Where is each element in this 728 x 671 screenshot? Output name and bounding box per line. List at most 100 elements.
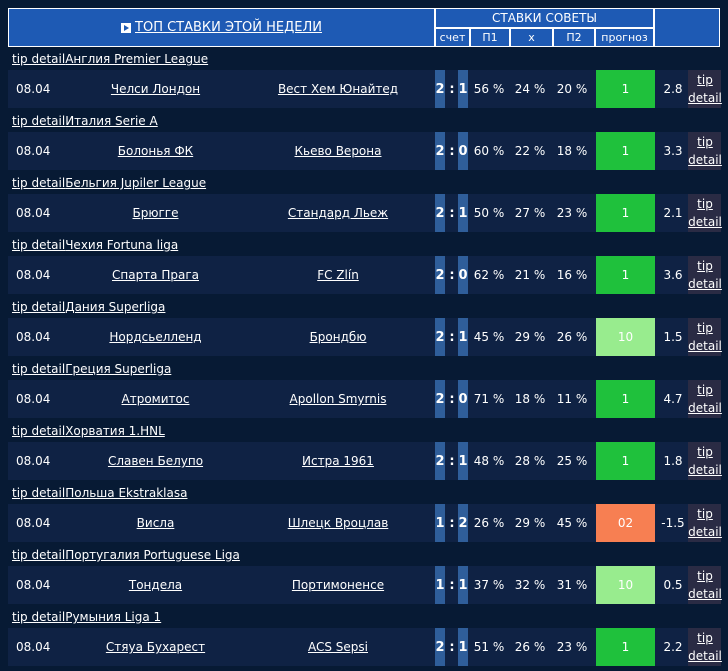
away-team-link[interactable]: ACS Sepsi <box>307 640 368 654</box>
forecast-header: прогноз <box>595 28 654 47</box>
top-bets-title: ТОП СТАВКИ ЭТОЙ НЕДЕЛИ <box>135 20 322 35</box>
tip-detail-link-word2[interactable]: detail <box>688 525 722 539</box>
home-team-link[interactable]: Спарта Прага <box>111 268 199 282</box>
match-row: 08.04 Болонья ФК Кьево Верона 2:0 60 % 22 % 18… <box>8 132 722 170</box>
home-team-link[interactable]: Тондела <box>128 578 183 592</box>
tip-detail-link-word1[interactable]: tip <box>697 73 713 87</box>
home-score: 2 <box>435 628 445 666</box>
league-tip-detail-link[interactable]: tip detail <box>12 486 66 500</box>
away-team-link[interactable]: Apollon Smyrnis <box>289 392 387 406</box>
match-date: 08.04 <box>16 392 51 406</box>
odds-value: 2.2 <box>663 640 683 654</box>
top-bets-link[interactable]: ТОП СТАВКИ ЭТОЙ НЕДЕЛИ <box>121 20 322 35</box>
away-team-link[interactable]: Шлецк Вроцлав <box>287 516 389 530</box>
p1-probability: 71 % <box>473 392 505 406</box>
p2-probability: 25 % <box>556 454 588 468</box>
tip-detail-link-word2[interactable]: detail <box>688 215 722 229</box>
away-score: 2 <box>458 504 468 542</box>
away-team-link[interactable]: Брондбю <box>309 330 367 344</box>
league-header: tip detailХорватия 1.HNL <box>8 421 720 441</box>
score-separator: : <box>449 329 455 345</box>
tip-detail-link-word1[interactable]: tip <box>697 135 713 149</box>
p1-probability: 37 % <box>473 578 505 592</box>
match-date: 08.04 <box>16 640 51 654</box>
league-tip-detail-link[interactable]: tip detail <box>12 52 66 66</box>
league-tip-detail-link[interactable]: tip detail <box>12 176 66 190</box>
score-separator: : <box>449 453 455 469</box>
match-date: 08.04 <box>16 268 51 282</box>
home-score: 2 <box>435 318 445 356</box>
away-team-link[interactable]: Кьево Верона <box>294 144 382 158</box>
p2-probability: 45 % <box>556 516 588 530</box>
match-row: 08.04 Тондела Портимоненсе 1:1 37 % 32 % 31 % 1… <box>8 566 722 604</box>
match-row: 08.04 Челси Лондон Вест Хем Юнайтед 2:1 56 %… <box>8 70 722 108</box>
tip-detail-cell: tip detail <box>688 318 722 356</box>
away-score: 0 <box>458 380 468 418</box>
p1-probability: 60 % <box>473 144 505 158</box>
tip-detail-link-word2[interactable]: detail <box>688 401 722 415</box>
table-header: ТОП СТАВКИ ЭТОЙ НЕДЕЛИ СТАВКИ СОВЕТЫ сче… <box>0 0 728 47</box>
draw-probability: 32 % <box>514 578 546 592</box>
away-team-link[interactable]: FC Zlín <box>317 268 359 282</box>
away-team-link[interactable]: Вест Хем Юнайтед <box>277 82 399 96</box>
tip-detail-cell: tip detail <box>688 70 722 108</box>
p2-probability: 11 % <box>556 392 588 406</box>
league-name: Греция Superliga <box>65 362 172 376</box>
home-score: 2 <box>435 256 445 294</box>
home-score: 2 <box>435 132 445 170</box>
league-header: tip detailБельгия Jupiler League <box>8 173 720 193</box>
tip-detail-link-word2[interactable]: detail <box>688 91 722 105</box>
p1-probability: 45 % <box>473 330 505 344</box>
tip-detail-link-word2[interactable]: detail <box>688 587 722 601</box>
tip-detail-link-word1[interactable]: tip <box>697 569 713 583</box>
away-team-link[interactable]: Истра 1961 <box>302 454 374 468</box>
league-tip-detail-link[interactable]: tip detail <box>12 424 66 438</box>
odds-value: 1.8 <box>663 454 683 468</box>
odds-value: 2.1 <box>663 206 683 220</box>
home-team-link[interactable]: Челси Лондон <box>110 82 201 96</box>
tip-detail-link-word2[interactable]: detail <box>688 277 722 291</box>
league-tip-detail-link[interactable]: tip detail <box>12 114 66 128</box>
draw-probability: 29 % <box>514 330 546 344</box>
tip-detail-link-word2[interactable]: detail <box>688 339 722 353</box>
league-name: Бельгия Jupiler League <box>65 176 207 190</box>
home-team-link[interactable]: Стяуа Бухарест <box>105 640 206 654</box>
p2-probability: 31 % <box>556 578 588 592</box>
play-icon <box>121 22 132 33</box>
tip-detail-link-word1[interactable]: tip <box>697 445 713 459</box>
home-team-link[interactable]: Болонья ФК <box>117 144 194 158</box>
tip-detail-link-word1[interactable]: tip <box>697 259 713 273</box>
forecast-badge: 1 <box>596 442 655 480</box>
tip-detail-link-word2[interactable]: detail <box>688 463 722 477</box>
away-team-link[interactable]: Портимоненсе <box>291 578 385 592</box>
tip-detail-link-word2[interactable]: detail <box>688 153 722 167</box>
forecast-badge: 10 <box>596 566 655 604</box>
away-team-link[interactable]: Стандард Льеж <box>287 206 389 220</box>
tip-detail-link-word1[interactable]: tip <box>697 197 713 211</box>
home-team-link[interactable]: Атромитос <box>121 392 190 406</box>
tip-detail-link-word2[interactable]: detail <box>688 649 722 663</box>
forecast-badge: 1 <box>596 70 655 108</box>
draw-probability: 28 % <box>514 454 546 468</box>
home-team-link[interactable]: Брюгге <box>132 206 179 220</box>
score-separator: : <box>449 639 455 655</box>
league-tip-detail-link[interactable]: tip detail <box>12 548 66 562</box>
home-team-link[interactable]: Нордсьелленд <box>109 330 202 344</box>
odds-value: 0.5 <box>663 578 683 592</box>
draw-probability: 29 % <box>514 516 546 530</box>
tip-detail-link-word1[interactable]: tip <box>697 631 713 645</box>
league-tip-detail-link[interactable]: tip detail <box>12 300 66 314</box>
tip-detail-link-word1[interactable]: tip <box>697 321 713 335</box>
league-tip-detail-link[interactable]: tip detail <box>12 610 66 624</box>
league-name: Дания Superliga <box>65 300 166 314</box>
home-team-link[interactable]: Славен Белупо <box>107 454 204 468</box>
p1-probability: 50 % <box>473 206 505 220</box>
tip-detail-link-word1[interactable]: tip <box>697 507 713 521</box>
league-tip-detail-link[interactable]: tip detail <box>12 362 66 376</box>
tip-detail-link-word1[interactable]: tip <box>697 383 713 397</box>
home-team-link[interactable]: Висла <box>136 516 175 530</box>
p2-probability: 23 % <box>556 206 588 220</box>
league-name: Италия Serie A <box>65 114 158 128</box>
league-tip-detail-link[interactable]: tip detail <box>12 238 66 252</box>
home-score: 1 <box>435 504 445 542</box>
